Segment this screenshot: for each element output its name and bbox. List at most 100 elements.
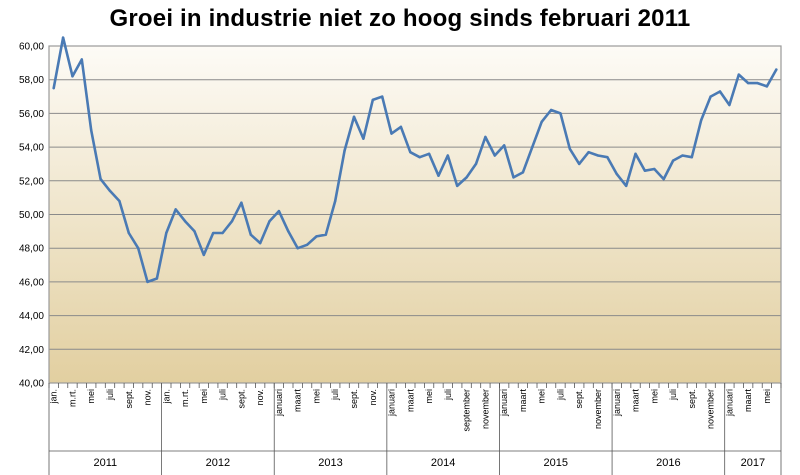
- data-point: [737, 73, 740, 76]
- data-point: [549, 108, 553, 112]
- data-point: [193, 230, 196, 233]
- y-tick-label: 46,00: [19, 277, 44, 288]
- data-point: [671, 159, 675, 162]
- year-label: 2015: [544, 457, 568, 469]
- data-point: [287, 230, 290, 233]
- x-tick-label: januari: [724, 389, 734, 417]
- x-tick-label: maart: [518, 389, 528, 413]
- data-point: [690, 156, 694, 159]
- y-tick-label: 54,00: [19, 143, 44, 154]
- data-point: [775, 68, 778, 71]
- data-point: [352, 115, 356, 118]
- x-tick-label: juli: [218, 389, 228, 401]
- x-tick-label: juli: [668, 389, 678, 401]
- x-tick-label: maart: [743, 389, 753, 413]
- chart-title: Groei in industrie niet zo hoog sinds fe…: [109, 5, 691, 32]
- data-point: [108, 189, 112, 193]
- year-label: 2012: [206, 457, 230, 469]
- x-tick-label: september: [462, 389, 472, 432]
- data-point: [765, 85, 769, 88]
- y-tick-label: 42,00: [19, 345, 44, 356]
- x-tick-label: sept.: [687, 389, 697, 409]
- x-tick-label: januari: [387, 389, 397, 417]
- data-point: [71, 75, 74, 78]
- x-tick-label: nov.: [255, 389, 265, 405]
- x-tick-label: mei: [424, 389, 434, 404]
- y-tick-label: 40,00: [19, 379, 44, 390]
- data-point: [155, 277, 159, 280]
- data-point: [399, 125, 403, 129]
- x-tick-label: januari: [499, 389, 509, 417]
- data-point: [324, 233, 328, 236]
- data-point: [568, 147, 572, 150]
- x-tick-label: jan.: [49, 389, 59, 405]
- data-point: [456, 184, 459, 188]
- data-point: [700, 118, 703, 122]
- x-tick-label: juli: [555, 389, 565, 401]
- data-point: [183, 220, 187, 223]
- data-point: [437, 174, 440, 177]
- data-point: [427, 152, 431, 156]
- data-point: [371, 98, 374, 102]
- year-label: 2011: [93, 457, 117, 469]
- data-point: [343, 149, 346, 152]
- data-point: [52, 86, 55, 90]
- data-point: [99, 177, 102, 181]
- data-point: [596, 154, 600, 157]
- data-point: [484, 135, 487, 139]
- data-point: [61, 36, 65, 39]
- data-point: [362, 137, 365, 140]
- x-tick-label: m.rt.: [67, 389, 77, 407]
- data-point: [643, 169, 647, 172]
- data-point: [756, 81, 759, 85]
- data-point: [118, 199, 121, 203]
- y-tick-label: 60,00: [19, 42, 44, 53]
- data-point: [258, 241, 262, 245]
- data-point: [90, 129, 93, 132]
- data-point: [268, 220, 271, 223]
- x-tick-label: m.rt.: [180, 389, 190, 407]
- data-point: [531, 145, 534, 149]
- data-point: [559, 112, 562, 115]
- y-tick-label: 56,00: [19, 109, 44, 120]
- x-tick-label: sept.: [236, 389, 246, 409]
- year-label: 2016: [656, 457, 680, 469]
- data-point: [380, 95, 384, 98]
- data-point: [165, 231, 168, 235]
- data-point: [624, 184, 628, 188]
- x-tick-label: mei: [311, 389, 321, 404]
- year-label: 2017: [741, 457, 765, 469]
- data-point: [315, 235, 318, 238]
- x-tick-label: januari: [612, 389, 622, 417]
- data-point: [474, 162, 478, 166]
- data-point: [446, 154, 450, 157]
- y-tick-label: 58,00: [19, 75, 44, 86]
- year-label: 2013: [318, 457, 342, 469]
- data-point: [540, 120, 543, 124]
- data-point: [230, 220, 234, 223]
- data-point: [305, 243, 309, 247]
- x-tick-label: juli: [330, 389, 340, 401]
- data-point: [277, 209, 281, 213]
- x-tick-label: november: [480, 389, 490, 429]
- data-point: [587, 150, 590, 154]
- data-point: [221, 231, 224, 235]
- data-point: [728, 103, 731, 107]
- data-point: [240, 201, 243, 204]
- data-point: [578, 162, 581, 166]
- data-point: [465, 176, 468, 179]
- data-point: [296, 247, 299, 250]
- data-point: [615, 172, 618, 176]
- x-tick-label: mei: [86, 389, 96, 404]
- y-tick-label: 48,00: [19, 244, 44, 255]
- x-tick-label: november: [593, 389, 603, 429]
- data-point: [174, 208, 177, 211]
- data-point: [502, 144, 506, 147]
- data-point: [493, 154, 496, 157]
- x-tick-label: sept.: [124, 389, 134, 409]
- data-point: [662, 177, 665, 181]
- x-tick-label: mei: [762, 389, 772, 404]
- data-point: [746, 81, 750, 85]
- data-point: [136, 247, 140, 250]
